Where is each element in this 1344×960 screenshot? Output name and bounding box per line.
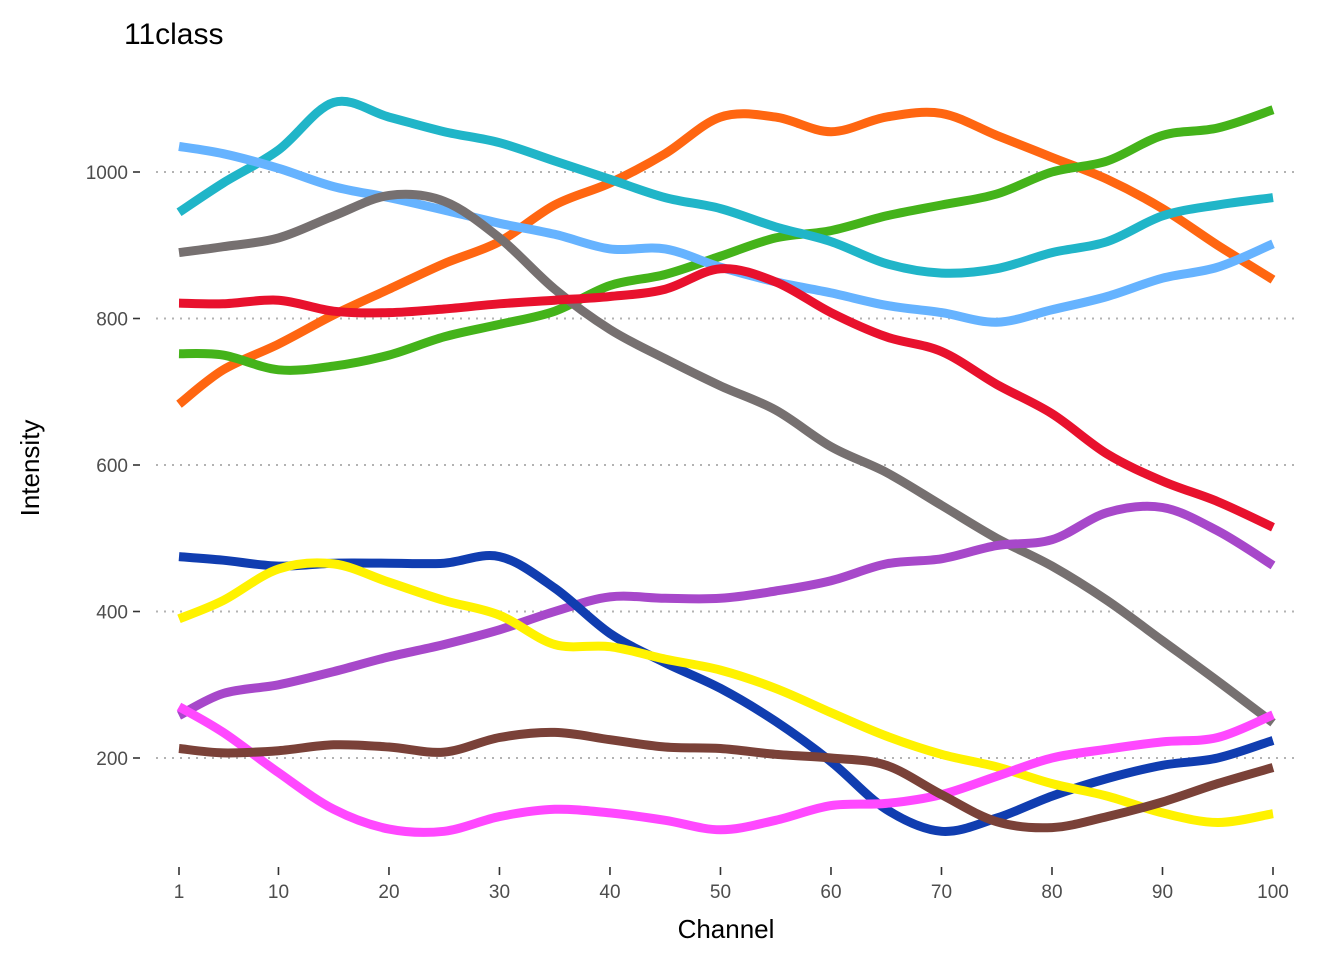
series-lines	[176, 96, 1276, 837]
gridlines	[156, 171, 1296, 759]
series-line-5	[178, 189, 1276, 727]
y-tick-label: 600	[96, 456, 128, 477]
chart-title: 11class	[124, 18, 224, 51]
x-tick-label: 20	[378, 882, 399, 903]
series-line-6	[178, 264, 1275, 532]
series-line-9	[177, 558, 1274, 828]
series-line-8	[178, 551, 1275, 836]
series-line-11	[178, 727, 1275, 833]
x-tick-label: 1	[174, 882, 185, 903]
y-axis-title: Intensity	[15, 420, 45, 517]
x-axis: 1 10 20 30 40 50 60 70 80 90 100	[174, 867, 1289, 903]
x-tick-label: 30	[489, 882, 510, 903]
series-line-2	[178, 105, 1275, 375]
y-tick-label: 400	[96, 603, 128, 624]
x-tick-label: 100	[1257, 882, 1289, 903]
series-line-1	[176, 107, 1276, 408]
x-tick-label: 10	[268, 882, 289, 903]
series-line-7	[176, 501, 1276, 720]
series-line-3	[176, 96, 1274, 278]
x-axis-title: Channel	[678, 914, 775, 944]
y-axis: 200 400 600 800 1000	[86, 163, 140, 770]
x-tick-label: 70	[931, 882, 952, 903]
y-tick-label: 800	[96, 310, 128, 331]
y-tick-label: 1000	[86, 163, 128, 184]
x-tick-label: 40	[599, 882, 620, 903]
x-tick-label: 80	[1041, 882, 1062, 903]
series-line-10	[176, 702, 1275, 837]
y-tick-label: 200	[96, 749, 128, 770]
x-tick-label: 60	[820, 882, 841, 903]
x-tick-label: 90	[1152, 882, 1173, 903]
x-tick-label: 50	[710, 882, 731, 903]
